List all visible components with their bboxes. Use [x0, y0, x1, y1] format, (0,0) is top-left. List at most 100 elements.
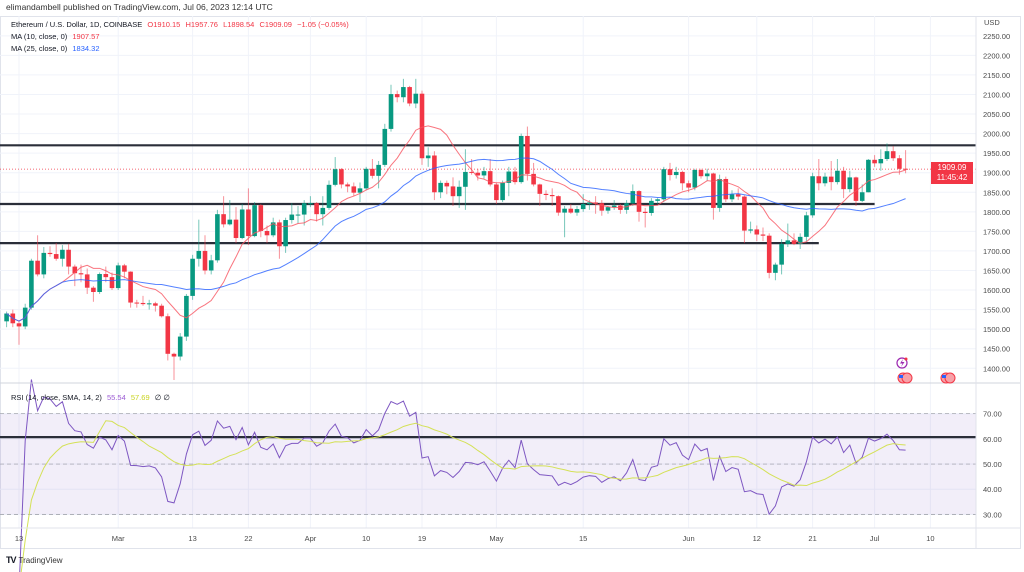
candle-up	[456, 186, 462, 197]
candle-up	[878, 159, 884, 164]
candle-up	[357, 188, 363, 193]
time-tick-label: May	[489, 534, 503, 543]
price-tick-label: 2250.00	[983, 32, 1010, 41]
candle-down	[537, 184, 543, 194]
tradingview-logo[interactable]: TV TradingView	[6, 555, 63, 565]
candle-down	[277, 222, 282, 247]
candle-down	[128, 271, 133, 303]
candle-down	[140, 302, 146, 305]
candle-up	[363, 168, 369, 189]
bar-countdown: 11:45:42	[936, 173, 968, 182]
candle-down	[494, 184, 499, 201]
candle-up	[779, 243, 784, 265]
candle-up	[673, 171, 679, 176]
candle-up	[835, 170, 840, 183]
candle-down	[450, 186, 456, 197]
candle-down	[351, 186, 357, 193]
price-tick-label: 1700.00	[983, 247, 1010, 256]
time-tick-label: Jul	[870, 534, 880, 543]
candle-up	[704, 173, 710, 177]
ma10-legend[interactable]: MA (10, close, 0) 1907.57	[11, 32, 103, 41]
ma25-legend[interactable]: MA (25, close, 0) 1834.32	[11, 44, 103, 53]
last-price: 1909.09	[937, 163, 967, 172]
candle-up	[413, 93, 419, 104]
us-flag-event-icon[interactable]	[897, 372, 913, 384]
candle-down	[791, 240, 797, 244]
candle-down	[512, 171, 518, 183]
candle-down	[903, 168, 908, 170]
candle-up	[481, 171, 487, 176]
time-tick-label: Mar	[112, 534, 125, 543]
candle-up	[184, 295, 189, 337]
candle-down	[711, 173, 716, 208]
candle-down	[66, 249, 71, 267]
candle-down	[890, 151, 896, 159]
us-flag-event-icon[interactable]	[940, 372, 956, 384]
candle-up	[227, 219, 233, 225]
candle-up	[301, 203, 307, 215]
candle-down	[531, 173, 536, 185]
candle-up	[401, 87, 406, 98]
candle-up	[847, 177, 853, 190]
candle-up	[60, 249, 65, 259]
candle-up	[748, 229, 753, 231]
candle-up	[425, 155, 431, 159]
candle-up	[649, 200, 654, 213]
price-tick-label: 1900.00	[983, 169, 1010, 178]
chart-frame	[0, 16, 1021, 549]
candle-up	[506, 171, 512, 183]
rsi-sma-value: 57.69	[130, 393, 150, 402]
ma25-value: 1834.32	[72, 44, 100, 53]
candle-up	[382, 128, 388, 165]
candle-down	[487, 171, 493, 185]
candle-up	[196, 250, 202, 259]
symbol-legend[interactable]: Ethereum / U.S. Dollar, 1D, COINBASE O19…	[11, 20, 352, 29]
price-tick-label: 1500.00	[983, 325, 1010, 334]
candle-up	[376, 164, 381, 176]
candle-down	[599, 203, 605, 211]
publisher-caption: elimandambell published on TradingView.c…	[6, 2, 273, 12]
ohlc-change: −1.05 (−0.05%)	[297, 20, 349, 29]
price-tick-label: 1650.00	[983, 266, 1010, 275]
support-resistance-lines	[0, 144, 976, 439]
lightning-icon[interactable]	[896, 357, 908, 369]
candle-down	[171, 353, 177, 357]
time-tick-label: 15	[579, 534, 587, 543]
rsi-legend[interactable]: RSI (14, close, SMA, 14, 2) 55.54 57.69 …	[11, 393, 173, 402]
candle-up	[562, 208, 567, 213]
price-tick-label: 2150.00	[983, 71, 1010, 80]
candle-down	[394, 94, 400, 98]
candle-down	[754, 229, 760, 235]
ma25-label: MA (25, close, 0)	[11, 44, 68, 53]
candle-up	[500, 182, 505, 201]
price-tick-label: 1850.00	[983, 188, 1010, 197]
candle-down	[109, 277, 115, 289]
candle-down	[35, 260, 40, 275]
rsi-tick-label: 60.00	[983, 435, 1002, 444]
candle-down	[258, 205, 264, 231]
price-tick-label: 2200.00	[983, 51, 1010, 60]
candle-down	[419, 93, 425, 159]
ohlc-low: L1898.54	[223, 20, 255, 29]
candle-down	[134, 302, 140, 304]
candle-down	[543, 193, 549, 196]
candle-down	[642, 211, 648, 213]
candle-up	[884, 151, 890, 160]
candle-up	[810, 176, 815, 216]
price-tick-label: 2100.00	[983, 90, 1010, 99]
candle-up	[580, 204, 586, 210]
candle-down	[897, 158, 902, 169]
rsi-tick-label: 40.00	[983, 485, 1002, 494]
ma25-line	[6, 157, 906, 322]
time-tick-label: 13	[15, 534, 23, 543]
candle-up	[320, 207, 326, 215]
candle-up	[574, 209, 580, 213]
candle-up	[611, 205, 617, 208]
candle-down	[549, 195, 555, 197]
axes: 1400.001450.001500.001550.001600.001650.…	[15, 32, 1010, 543]
candle-up	[97, 274, 102, 292]
candle-down	[53, 254, 59, 259]
ohlc-close: C1909.09	[259, 20, 292, 29]
price-tick-label: 1450.00	[983, 345, 1010, 354]
